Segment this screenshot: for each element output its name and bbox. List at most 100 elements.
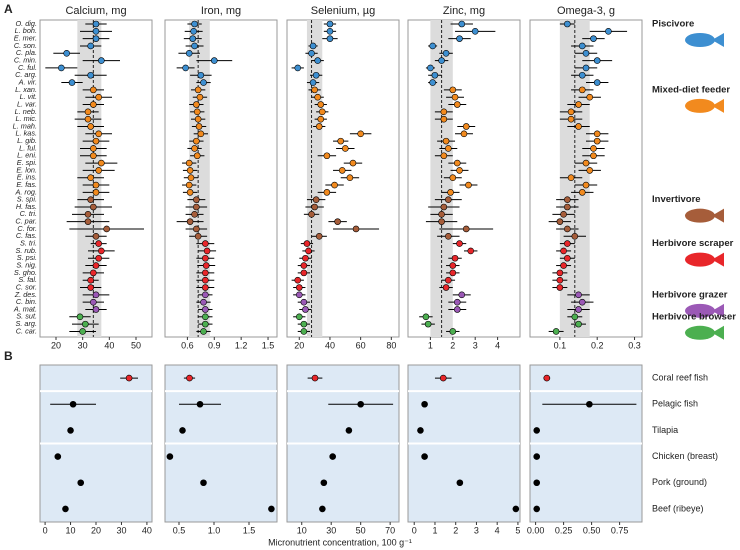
fish-icon [712, 98, 724, 113]
point [582, 49, 590, 57]
point [331, 181, 338, 189]
point [193, 137, 200, 145]
fish-icon [712, 33, 724, 47]
point [185, 159, 193, 167]
reference-band [306, 20, 323, 337]
point [578, 86, 586, 94]
point [440, 108, 448, 116]
legend-label: Herbivore browser [652, 311, 736, 322]
point [191, 42, 198, 50]
point [202, 240, 209, 247]
panel-label: A [4, 2, 13, 16]
point [79, 328, 86, 335]
x-tick-label: 0.6 [181, 340, 194, 350]
point [445, 145, 452, 152]
point [417, 427, 424, 434]
x-tick-label: 40 [325, 340, 335, 350]
x-tick-label: 0.1 [554, 340, 567, 350]
point [195, 123, 203, 130]
point [442, 284, 450, 291]
point [590, 152, 597, 160]
point [92, 291, 100, 299]
point [329, 453, 336, 460]
x-tick-label: 40 [104, 340, 114, 350]
point [442, 49, 450, 57]
x-tick-label: 20 [294, 340, 304, 350]
point [453, 101, 461, 108]
species-label: L. mah. [13, 121, 37, 130]
point [438, 57, 445, 64]
point [103, 225, 110, 233]
point [357, 400, 364, 408]
point [202, 313, 209, 321]
point [92, 189, 100, 196]
x-tick-label: 3 [473, 340, 478, 350]
point [575, 306, 582, 313]
point [95, 167, 102, 174]
species-label: C. min. [14, 56, 37, 65]
x-tick-label: 1.0 [208, 525, 221, 535]
point [445, 276, 452, 284]
species-label: S. nig. [16, 260, 37, 269]
point [311, 203, 318, 211]
species-label: S. arg. [16, 319, 38, 328]
category-label: Tilapia [652, 425, 678, 435]
panel-title: Iron, mg [201, 5, 241, 17]
fish-icon [685, 33, 715, 47]
point [315, 232, 323, 240]
point [575, 320, 582, 328]
species-label: S. gho. [14, 268, 37, 277]
point [300, 298, 308, 306]
point [197, 130, 205, 138]
point [582, 181, 590, 189]
point [314, 57, 321, 64]
point [92, 262, 100, 269]
point [182, 64, 189, 72]
species-label: S. tri. [20, 239, 37, 248]
point [90, 86, 97, 94]
point [560, 247, 567, 255]
point [90, 152, 97, 160]
point [202, 276, 209, 284]
point [317, 115, 325, 123]
point [456, 167, 463, 174]
x-tick-label: 4 [495, 340, 500, 350]
species-label: L. xan. [15, 85, 37, 94]
fish-icon [685, 325, 715, 340]
panel-bg [286, 19, 400, 338]
point [560, 262, 567, 269]
point [447, 189, 454, 196]
x-tick-label: 0.2 [591, 340, 604, 350]
point [451, 93, 459, 101]
point [556, 218, 564, 225]
point [533, 479, 541, 487]
species-label: S. spi. [17, 195, 37, 204]
point [87, 276, 94, 284]
point [453, 306, 461, 313]
point [191, 20, 198, 28]
point [543, 374, 551, 382]
point [320, 479, 328, 487]
point [295, 284, 303, 291]
species-label: L. eni. [17, 151, 37, 160]
point [193, 225, 200, 233]
x-tick-label: 1.5 [262, 340, 275, 350]
point [462, 225, 470, 233]
point [95, 93, 102, 101]
point [98, 57, 105, 64]
point [456, 35, 463, 42]
x-tick-label: 1 [432, 525, 437, 535]
legend-label: Invertivore [652, 194, 701, 205]
point [308, 211, 315, 218]
point [605, 28, 612, 35]
point [357, 130, 364, 138]
species-label: L. mic. [16, 114, 38, 123]
point [90, 269, 97, 277]
point [67, 427, 74, 434]
species-label: C. arg. [15, 70, 37, 79]
point [95, 240, 102, 247]
point [424, 320, 432, 328]
species-label: L. boh. [15, 26, 37, 35]
fish-icon [685, 252, 715, 267]
species-label: S. psi. [17, 253, 37, 262]
